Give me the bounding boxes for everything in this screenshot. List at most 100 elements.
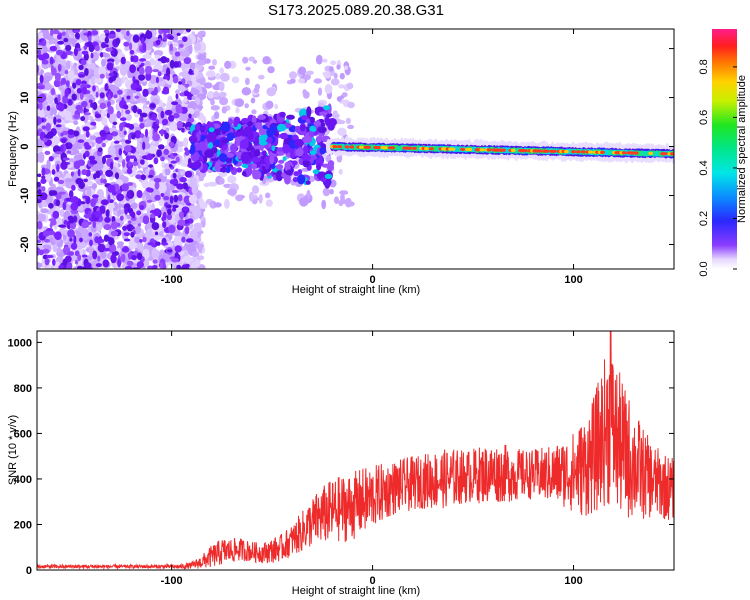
signal-peak <box>375 145 381 150</box>
noise-blob-strong <box>107 184 116 193</box>
mid-haze-blob <box>218 177 225 185</box>
mid-haze-blob <box>258 194 263 204</box>
noise-blob-strong <box>176 32 181 37</box>
scatter-blob <box>214 161 221 173</box>
noise-blob-strong <box>44 134 52 139</box>
noise-blob <box>173 42 179 47</box>
noise-blob-strong <box>92 85 96 92</box>
noise-blob-strong <box>188 113 192 119</box>
scatter-blob <box>255 122 263 130</box>
noise-blob-strong <box>184 83 190 88</box>
noise-blob-strong <box>181 236 186 243</box>
noise-blob-strong <box>128 155 137 159</box>
noise-blob <box>43 75 53 82</box>
noise-blob <box>53 136 61 144</box>
noise-blob-strong <box>183 57 191 65</box>
noise-blob-strong <box>152 259 158 264</box>
noise-blob-strong <box>182 36 188 42</box>
noise-blob-strong <box>153 178 162 183</box>
mid-haze-blob <box>218 91 227 98</box>
colorbar-tick-label: 0.8 <box>698 59 710 74</box>
noise-blob <box>142 248 150 260</box>
scatter-blob <box>282 144 290 154</box>
noise-blob-strong <box>71 93 77 101</box>
mid-haze-blob <box>338 199 344 207</box>
spectrogram-y-tick-label: -10 <box>19 188 31 204</box>
signal-peak <box>670 152 674 156</box>
noise-blob-strong <box>38 249 44 256</box>
mid-haze-blob <box>204 58 211 64</box>
noise-blob <box>176 204 184 209</box>
noise-blob-strong <box>44 238 50 243</box>
noise-blob-strong <box>134 95 140 99</box>
noise-blob-strong <box>167 208 172 215</box>
mid-haze-blob <box>245 66 251 71</box>
spectrogram-frame <box>36 28 675 270</box>
mid-haze-blob <box>208 65 216 70</box>
noise-blob-strong <box>108 33 116 39</box>
noise-blob-strong <box>64 69 69 75</box>
noise-blob <box>198 196 204 206</box>
noise-blob-strong <box>37 85 45 90</box>
noise-blob-strong <box>78 64 84 71</box>
noise-blob <box>144 43 153 50</box>
noise-blob-strong <box>56 49 63 56</box>
mid-haze-blob <box>242 56 249 64</box>
noise-blob <box>183 96 188 103</box>
signal-peak <box>467 147 473 152</box>
noise-blob-strong <box>176 120 183 129</box>
noise-blob-strong <box>88 99 93 103</box>
mid-haze-blob <box>227 175 237 184</box>
mid-haze-blob <box>288 71 298 80</box>
mid-haze-blob <box>248 191 255 202</box>
noise-blob-strong <box>78 74 85 78</box>
noise-blob <box>164 167 171 176</box>
scatter-blob <box>271 145 276 152</box>
noise-blob-strong <box>54 97 59 104</box>
noise-blob-strong <box>101 42 106 49</box>
noise-blob-strong <box>119 215 124 221</box>
signal-peak <box>366 145 371 149</box>
noise-blob-strong <box>42 137 48 143</box>
noise-blob-strong <box>41 186 46 192</box>
noise-blob-strong <box>53 176 60 182</box>
mid-haze-blob <box>210 105 220 111</box>
scatter-blob <box>233 118 239 128</box>
noise-blob-strong <box>145 72 152 81</box>
noise-blob-strong <box>185 29 192 33</box>
snr-frame <box>36 330 675 571</box>
scatter-blob <box>281 172 287 178</box>
snr-series-line <box>37 331 674 570</box>
mid-haze-blob <box>227 188 237 196</box>
mid-haze-blob <box>231 76 240 84</box>
noise-blob <box>46 159 51 172</box>
noise-blob-strong <box>184 170 193 178</box>
noise-blob <box>182 50 190 58</box>
mid-haze-blob <box>219 96 229 106</box>
noise-blob-strong <box>94 113 102 119</box>
noise-blob-strong <box>127 161 133 168</box>
noise-blob-strong <box>169 43 173 52</box>
noise-blob-strong <box>88 232 93 237</box>
noise-blob-strong <box>142 215 150 225</box>
noise-blob <box>186 108 195 115</box>
noise-blob-strong <box>104 247 111 252</box>
snr-y-tick-label: 400 <box>14 474 32 486</box>
noise-blob-strong <box>136 190 143 198</box>
noise-blob-strong <box>126 260 134 266</box>
signal-peak <box>571 150 576 154</box>
mid-haze-blob <box>235 194 244 202</box>
figure-title: S173.2025.089.20.38.G31 <box>268 2 444 19</box>
mid-haze-blob <box>328 66 334 72</box>
noise-blob-strong <box>171 190 179 193</box>
noise-blob-strong <box>102 259 110 268</box>
noise-blob <box>136 240 144 251</box>
signal-peak <box>407 146 412 150</box>
noise-blob-strong <box>103 224 112 231</box>
noise-blob-strong <box>135 87 143 92</box>
noise-blob-strong <box>139 239 143 243</box>
mid-haze-blob <box>265 199 273 207</box>
noise-blob-strong <box>65 80 70 88</box>
noise-blob-strong <box>169 59 175 69</box>
mid-haze-blob <box>329 188 334 195</box>
